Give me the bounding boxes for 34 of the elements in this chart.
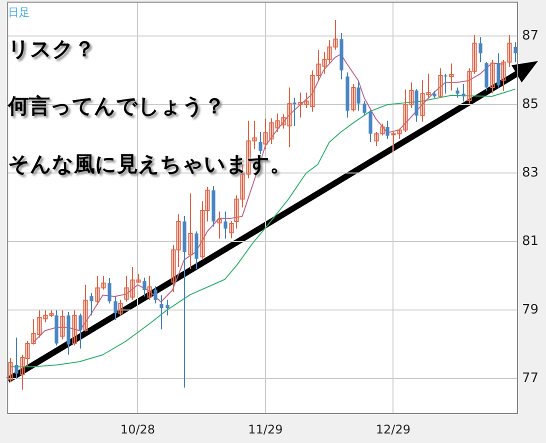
y-tick-label: 83 <box>522 166 539 181</box>
candlestick <box>496 52 500 88</box>
candlestick <box>462 84 466 102</box>
candlestick <box>154 286 158 304</box>
candlestick <box>90 292 94 316</box>
candlestick <box>514 42 518 63</box>
candlestick <box>292 97 296 126</box>
x-tick-label: 11/29 <box>248 422 283 436</box>
candlestick <box>224 211 228 240</box>
candlestick <box>356 80 360 112</box>
candlestick <box>362 100 366 116</box>
y-tick-label: 85 <box>522 96 539 112</box>
candlestick <box>108 277 112 304</box>
x-tick-label: 12/29 <box>376 422 410 436</box>
y-tick-label: 81 <box>522 234 539 250</box>
annotation: 何言ってんでしょう？ <box>8 93 225 120</box>
candlestick <box>142 277 146 297</box>
y-tick-label: 79 <box>522 302 539 318</box>
annotation: 日足 <box>8 5 30 20</box>
x-tick-label: 10/28 <box>120 422 156 436</box>
candlestick <box>166 299 170 316</box>
y-tick-label: 77 <box>522 371 539 386</box>
candlestick <box>444 73 448 94</box>
candlestick <box>368 109 372 142</box>
candlestick <box>114 296 118 321</box>
candlestick <box>14 337 18 380</box>
candlestick <box>258 132 262 154</box>
candlestick <box>386 120 390 140</box>
annotation: リスク？ <box>8 36 95 63</box>
candlestick <box>160 294 164 330</box>
y-tick-label: 87 <box>522 28 539 44</box>
candlestick <box>478 36 482 63</box>
candlestick <box>78 313 82 350</box>
candlestick <box>456 86 460 98</box>
